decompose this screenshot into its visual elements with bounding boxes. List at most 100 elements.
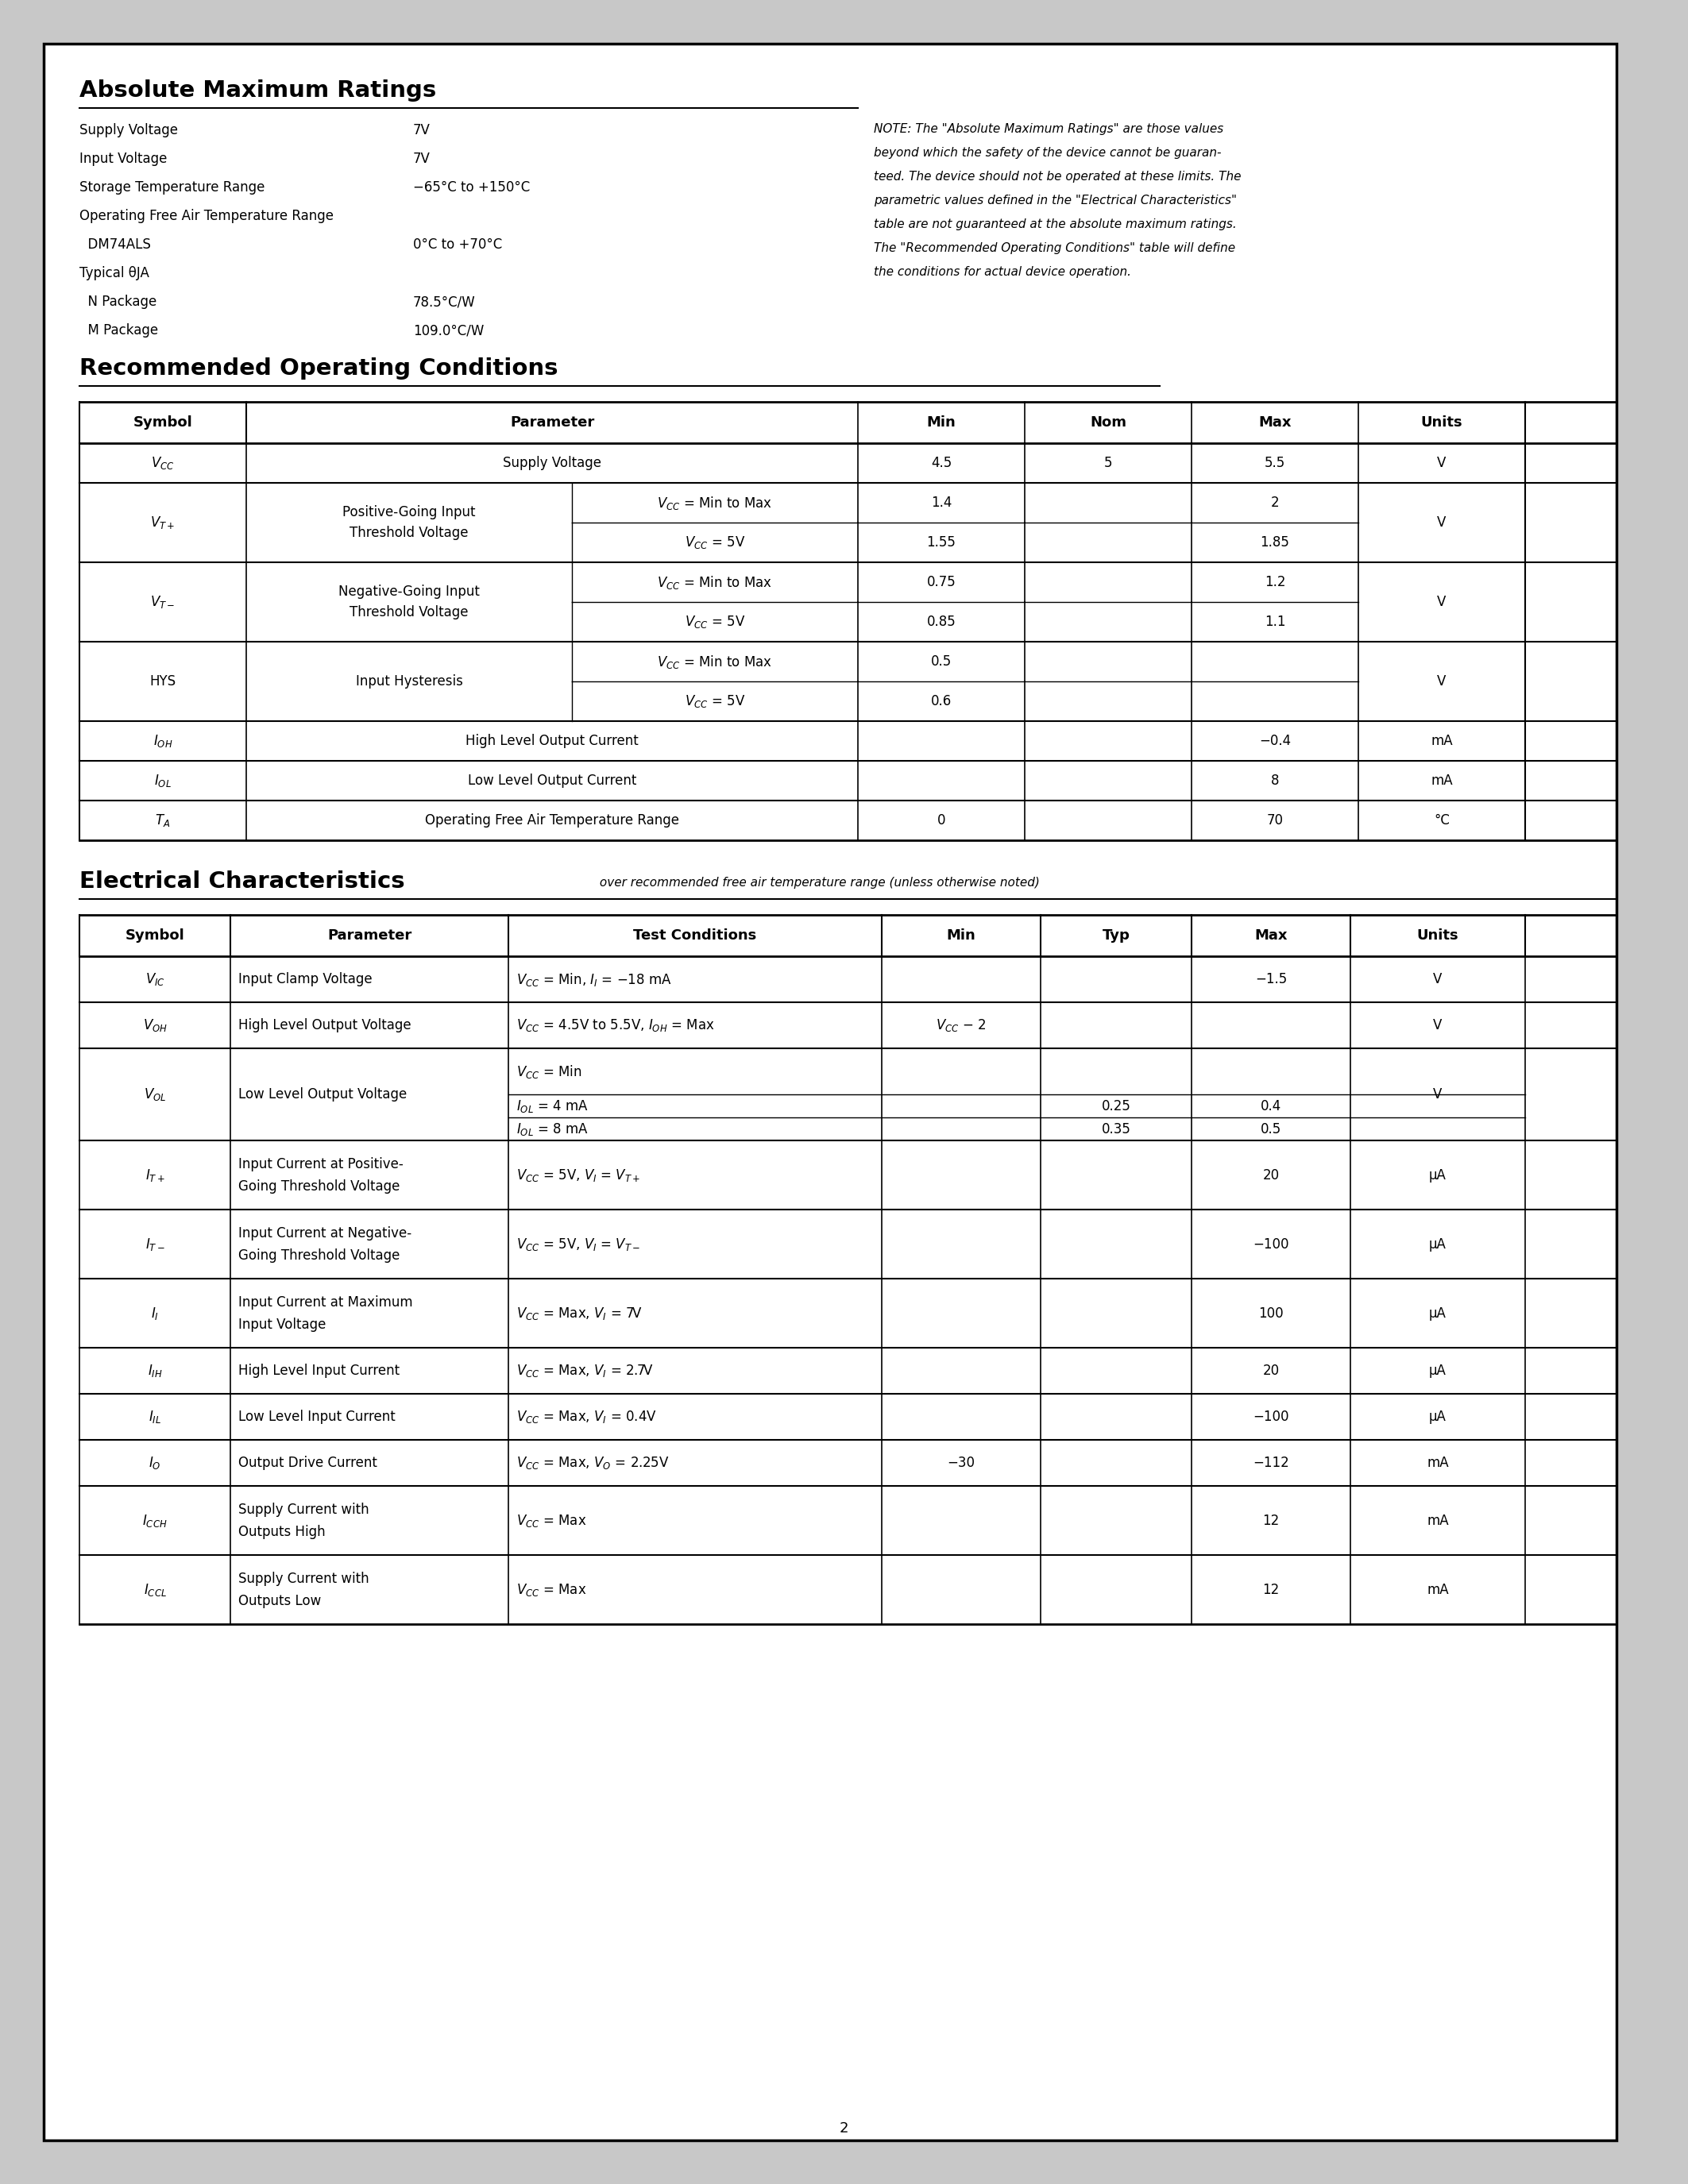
Text: Min: Min	[927, 415, 955, 430]
Text: Operating Free Air Temperature Range: Operating Free Air Temperature Range	[79, 210, 334, 223]
Text: Threshold Voltage: Threshold Voltage	[349, 526, 469, 539]
Text: 0.85: 0.85	[927, 614, 955, 629]
Text: Typical θJA: Typical θJA	[79, 266, 149, 280]
Text: $I_{IL}$: $I_{IL}$	[149, 1409, 162, 1424]
Text: 12: 12	[1263, 1514, 1280, 1527]
Text: $V_{IC}$: $V_{IC}$	[145, 972, 165, 987]
Text: Max: Max	[1259, 415, 1291, 430]
Text: V: V	[1436, 515, 1447, 531]
Text: $T_A$: $T_A$	[155, 812, 170, 828]
Text: $V_{CC}$ = 5V, $V_I$ = $V_{T-}$: $V_{CC}$ = 5V, $V_I$ = $V_{T-}$	[517, 1236, 640, 1251]
Text: Electrical Characteristics: Electrical Characteristics	[79, 871, 405, 893]
Text: $V_{CC}$ = 5V: $V_{CC}$ = 5V	[685, 614, 746, 629]
Text: −100: −100	[1252, 1236, 1290, 1251]
Text: Absolute Maximum Ratings: Absolute Maximum Ratings	[79, 79, 436, 103]
Text: Parameter: Parameter	[510, 415, 594, 430]
Text: $V_{CC}$ = Min: $V_{CC}$ = Min	[517, 1064, 582, 1079]
Text: $I_{CCH}$: $I_{CCH}$	[142, 1514, 167, 1529]
Text: 1.85: 1.85	[1261, 535, 1290, 550]
Text: V: V	[1436, 675, 1447, 688]
Text: 1.4: 1.4	[930, 496, 952, 509]
Text: Threshold Voltage: Threshold Voltage	[349, 605, 469, 620]
Text: $I_{OL}$ = 8 mA: $I_{OL}$ = 8 mA	[517, 1120, 589, 1138]
Text: 78.5°C/W: 78.5°C/W	[414, 295, 476, 308]
Text: 0.25: 0.25	[1101, 1099, 1131, 1114]
Text: High Level Output Voltage: High Level Output Voltage	[238, 1018, 412, 1033]
Text: Nom: Nom	[1090, 415, 1126, 430]
Text: $I_{T-}$: $I_{T-}$	[145, 1236, 165, 1251]
Text: 0: 0	[937, 812, 945, 828]
Text: 1.1: 1.1	[1264, 614, 1286, 629]
Text: $V_{CC}$ = Max: $V_{CC}$ = Max	[517, 1514, 587, 1529]
Text: High Level Output Current: High Level Output Current	[466, 734, 638, 749]
Text: μA: μA	[1430, 1236, 1447, 1251]
Text: Symbol: Symbol	[133, 415, 192, 430]
Text: HYS: HYS	[150, 675, 176, 688]
Text: 0°C to +70°C: 0°C to +70°C	[414, 238, 503, 251]
Text: −100: −100	[1252, 1409, 1290, 1424]
Text: Going Threshold Voltage: Going Threshold Voltage	[238, 1179, 400, 1192]
Text: 109.0°C/W: 109.0°C/W	[414, 323, 484, 339]
Text: $V_{OH}$: $V_{OH}$	[142, 1018, 167, 1033]
Text: table are not guaranteed at the absolute maximum ratings.: table are not guaranteed at the absolute…	[874, 218, 1237, 229]
Text: $V_{CC}$ = Min, $I_I$ = −18 mA: $V_{CC}$ = Min, $I_I$ = −18 mA	[517, 972, 672, 987]
Text: 20: 20	[1263, 1363, 1280, 1378]
Text: $I_{IH}$: $I_{IH}$	[147, 1363, 162, 1378]
Text: $V_{CC}$ = Min to Max: $V_{CC}$ = Min to Max	[657, 574, 773, 590]
Text: Low Level Input Current: Low Level Input Current	[238, 1409, 395, 1424]
Text: $V_{CC}$ = Max: $V_{CC}$ = Max	[517, 1581, 587, 1597]
Text: M Package: M Package	[79, 323, 159, 339]
Text: Supply Voltage: Supply Voltage	[503, 456, 601, 470]
Text: Positive-Going Input: Positive-Going Input	[343, 505, 476, 520]
Text: 1.55: 1.55	[927, 535, 955, 550]
Text: V: V	[1436, 456, 1447, 470]
Text: NOTE: The "Absolute Maximum Ratings" are those values: NOTE: The "Absolute Maximum Ratings" are…	[874, 122, 1224, 135]
Text: $V_{CC}$ = Max, $V_O$ = 2.25V: $V_{CC}$ = Max, $V_O$ = 2.25V	[517, 1455, 668, 1470]
Text: Operating Free Air Temperature Range: Operating Free Air Temperature Range	[425, 812, 679, 828]
Text: Max: Max	[1254, 928, 1288, 943]
Text: Input Current at Maximum: Input Current at Maximum	[238, 1295, 414, 1308]
Text: 0.6: 0.6	[930, 695, 952, 708]
Text: Units: Units	[1421, 415, 1462, 430]
Text: $V_{CC}$ = Max, $V_I$ = 2.7V: $V_{CC}$ = Max, $V_I$ = 2.7V	[517, 1363, 653, 1378]
Text: 0.4: 0.4	[1261, 1099, 1281, 1114]
Text: $I_{CCL}$: $I_{CCL}$	[143, 1581, 167, 1597]
Text: Input Voltage: Input Voltage	[79, 151, 167, 166]
Text: parametric values defined in the "Electrical Characteristics": parametric values defined in the "Electr…	[874, 194, 1237, 207]
Text: 5.5: 5.5	[1264, 456, 1285, 470]
Text: 2: 2	[1271, 496, 1280, 509]
Text: −30: −30	[947, 1457, 976, 1470]
Text: teed. The device should not be operated at these limits. The: teed. The device should not be operated …	[874, 170, 1241, 183]
Text: μA: μA	[1430, 1409, 1447, 1424]
Text: $I_{OH}$: $I_{OH}$	[154, 734, 172, 749]
Text: 4.5: 4.5	[930, 456, 952, 470]
Text: mA: mA	[1426, 1514, 1448, 1527]
Text: 1.2: 1.2	[1264, 574, 1286, 590]
Text: $V_{CC}$ = Min to Max: $V_{CC}$ = Min to Max	[657, 494, 773, 511]
Text: 2: 2	[839, 2121, 847, 2136]
Text: μA: μA	[1430, 1168, 1447, 1182]
Text: Test Conditions: Test Conditions	[633, 928, 756, 943]
Text: Supply Voltage: Supply Voltage	[79, 122, 177, 138]
Text: V: V	[1436, 594, 1447, 609]
Text: $I_{OL}$ = 4 mA: $I_{OL}$ = 4 mA	[517, 1099, 589, 1114]
Text: $V_{CC}$ = 5V: $V_{CC}$ = 5V	[685, 535, 746, 550]
Text: 100: 100	[1259, 1306, 1283, 1321]
Text: Input Voltage: Input Voltage	[238, 1317, 326, 1332]
Text: over recommended free air temperature range (unless otherwise noted): over recommended free air temperature ra…	[596, 876, 1040, 889]
Text: the conditions for actual device operation.: the conditions for actual device operati…	[874, 266, 1131, 277]
Text: V: V	[1433, 972, 1442, 987]
Text: $I_O$: $I_O$	[149, 1455, 160, 1470]
Text: $V_{CC}$ = Max, $V_I$ = 7V: $V_{CC}$ = Max, $V_I$ = 7V	[517, 1306, 641, 1321]
Text: Input Current at Positive-: Input Current at Positive-	[238, 1158, 403, 1171]
Text: Parameter: Parameter	[327, 928, 412, 943]
Text: 0.75: 0.75	[927, 574, 955, 590]
Text: Going Threshold Voltage: Going Threshold Voltage	[238, 1247, 400, 1262]
Text: −112: −112	[1252, 1457, 1290, 1470]
Text: Low Level Output Current: Low Level Output Current	[468, 773, 636, 788]
Text: 5: 5	[1104, 456, 1112, 470]
Text: 12: 12	[1263, 1583, 1280, 1597]
Text: The "Recommended Operating Conditions" table will define: The "Recommended Operating Conditions" t…	[874, 242, 1236, 253]
Text: $I_I$: $I_I$	[150, 1306, 159, 1321]
Text: 8: 8	[1271, 773, 1280, 788]
